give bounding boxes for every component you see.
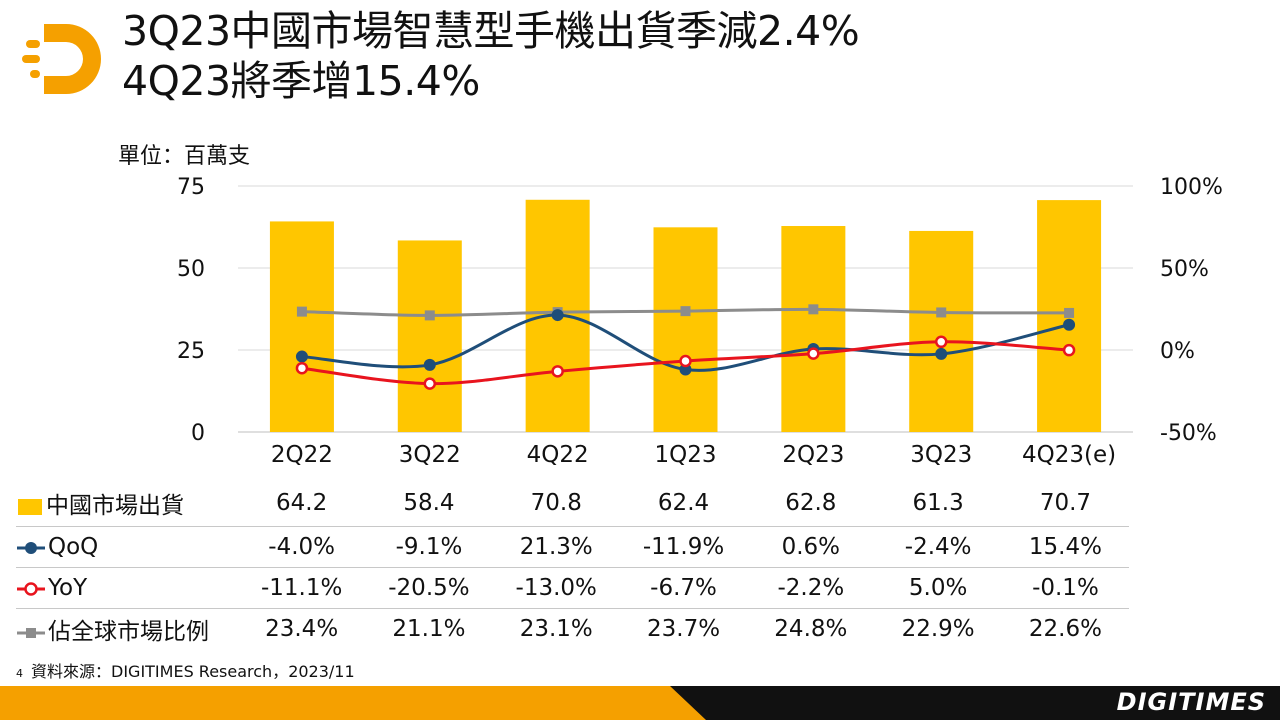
bar (781, 226, 846, 432)
qoq-point (935, 347, 948, 360)
qoq-point (551, 309, 564, 322)
digitimes-logo-icon (22, 24, 101, 94)
share-point (808, 304, 819, 315)
x-tick-label: 3Q23 (910, 442, 972, 468)
table-cell: -11.9% (619, 526, 748, 568)
source-note: 4 資料來源：DIGITIMES Research，2023/11 (16, 658, 355, 682)
table-cell: -11.1% (238, 567, 366, 609)
table-cell: 22.6% (1001, 608, 1130, 649)
table-row-yoy: YoY -11.1% -20.5% -13.0% -6.7% -2.2% 5.0… (16, 567, 1130, 609)
unit-label: 單位：百萬支 (118, 144, 251, 169)
yoy-point (295, 361, 309, 375)
yoy-point (551, 365, 564, 378)
source-text: 資料來源：DIGITIMES Research，2023/11 (31, 662, 355, 681)
table-row-shipments: 中國市場出貨 64.2 58.4 70.8 62.4 62.8 61.3 70.… (16, 480, 1129, 527)
y-right-tick-label: -50% (1160, 421, 1217, 446)
page-title: 3Q23中國市場智慧型手機出貨季減2.4% 4Q23將季增15.4% (122, 6, 860, 106)
share-point (680, 306, 691, 317)
table-cell: 58.4 (403, 490, 455, 516)
table-cell: 70.7 (1039, 490, 1092, 516)
y-right-tick-label: 100% (1160, 175, 1223, 200)
x-tick-label: 4Q22 (527, 442, 589, 468)
table-cell: 5.0% (874, 567, 1002, 609)
table-cell: 62.8 (785, 490, 837, 516)
legend-label: 中國市場出貨 (46, 493, 184, 519)
yoy-point (807, 347, 820, 360)
x-tick-label: 3Q22 (399, 442, 461, 468)
x-tick-label: 2Q23 (782, 442, 844, 468)
x-tick-label: 1Q23 (654, 442, 716, 468)
table-cell: -4.0% (238, 526, 366, 568)
y-left-tick-label: 0 (191, 421, 205, 446)
table-cell: -20.5% (365, 567, 493, 609)
legend-label: QoQ (48, 534, 99, 560)
legend-share: 佔全球市場比例 (16, 608, 238, 649)
page-number: 4 (16, 667, 23, 680)
table-cell: 21.1% (365, 608, 493, 649)
qoq-point (423, 358, 436, 371)
legend-shipments: 中國市場出貨 (16, 480, 238, 527)
share-legend-icon (17, 627, 45, 638)
table-cell: -2.2% (747, 567, 875, 609)
combo-chart: 0 25 50 75 -50% 0% 50% 100% 2Q22 3Q22 4Q22 1Q23 2Q23… (177, 175, 1223, 468)
qoq-legend-icon (17, 541, 45, 554)
table-cell: 64.2 (276, 490, 328, 516)
table-cell: 21.3% (492, 526, 620, 568)
table-cell: 61.3 (912, 490, 964, 516)
brand-logo: DIGITIMES (1116, 688, 1266, 716)
data-table: 中國市場出貨 64.2 58.4 70.8 62.4 62.8 61.3 70.… (16, 480, 1130, 649)
y-right-tick-label: 50% (1160, 257, 1209, 282)
table-cell: 62.4 (657, 490, 710, 516)
table-cell: -2.4% (874, 526, 1002, 568)
qoq-point (679, 363, 692, 376)
legend-label: YoY (48, 575, 88, 601)
bar (269, 221, 334, 432)
yoy-point (934, 335, 948, 349)
table-cell: 22.9% (874, 608, 1002, 649)
legend-label: 佔全球市場比例 (48, 619, 209, 645)
x-tick-label: 4Q23(e) (1022, 442, 1116, 468)
y-right-tick-label: 0% (1160, 339, 1195, 364)
y-left-tick-label: 25 (177, 339, 205, 364)
qoq-point (295, 350, 308, 363)
title-line-2: 4Q23將季增15.4% (122, 57, 480, 105)
bar-legend-icon (18, 498, 42, 515)
table-cell: -6.7% (619, 567, 748, 609)
table-cell: 24.8% (747, 608, 875, 649)
share-point (424, 310, 435, 321)
legend-yoy: YoY (16, 567, 238, 609)
bar (909, 230, 974, 432)
table-cell: -9.1% (365, 526, 493, 568)
title-line-1: 3Q23中國市場智慧型手機出貨季減2.4% (122, 7, 860, 55)
share-point (296, 306, 307, 317)
table-cell: -13.0% (492, 567, 620, 609)
share-point (1064, 307, 1075, 318)
y-left-tick-label: 50 (177, 257, 205, 282)
yoy-legend-icon (17, 581, 45, 596)
footer-bar (0, 686, 1280, 720)
table-cell: 23.1% (492, 608, 620, 649)
y-left-tick-label: 75 (177, 175, 205, 200)
x-tick-label: 2Q22 (271, 442, 333, 468)
table-cell: 23.7% (619, 608, 748, 649)
yoy-point (1062, 343, 1076, 357)
yoy-point (679, 354, 692, 368)
table-cell: 70.8 (530, 490, 582, 516)
yoy-point (423, 377, 437, 390)
qoq-point (1063, 318, 1076, 331)
table-cell: 0.6% (747, 526, 875, 568)
bar (397, 240, 462, 432)
legend-qoq: QoQ (16, 526, 238, 568)
table-row-qoq: QoQ -4.0% -9.1% 21.3% -11.9% 0.6% -2.4% … (16, 526, 1130, 568)
share-point (936, 307, 947, 318)
table-cell: -0.1% (1001, 567, 1130, 609)
table-row-share: 佔全球市場比例 23.4% 21.1% 23.1% 23.7% 24.8% 22… (16, 608, 1130, 649)
bar (653, 227, 718, 432)
table-cell: 15.4% (1001, 526, 1130, 568)
table-cell: 23.4% (238, 608, 366, 649)
